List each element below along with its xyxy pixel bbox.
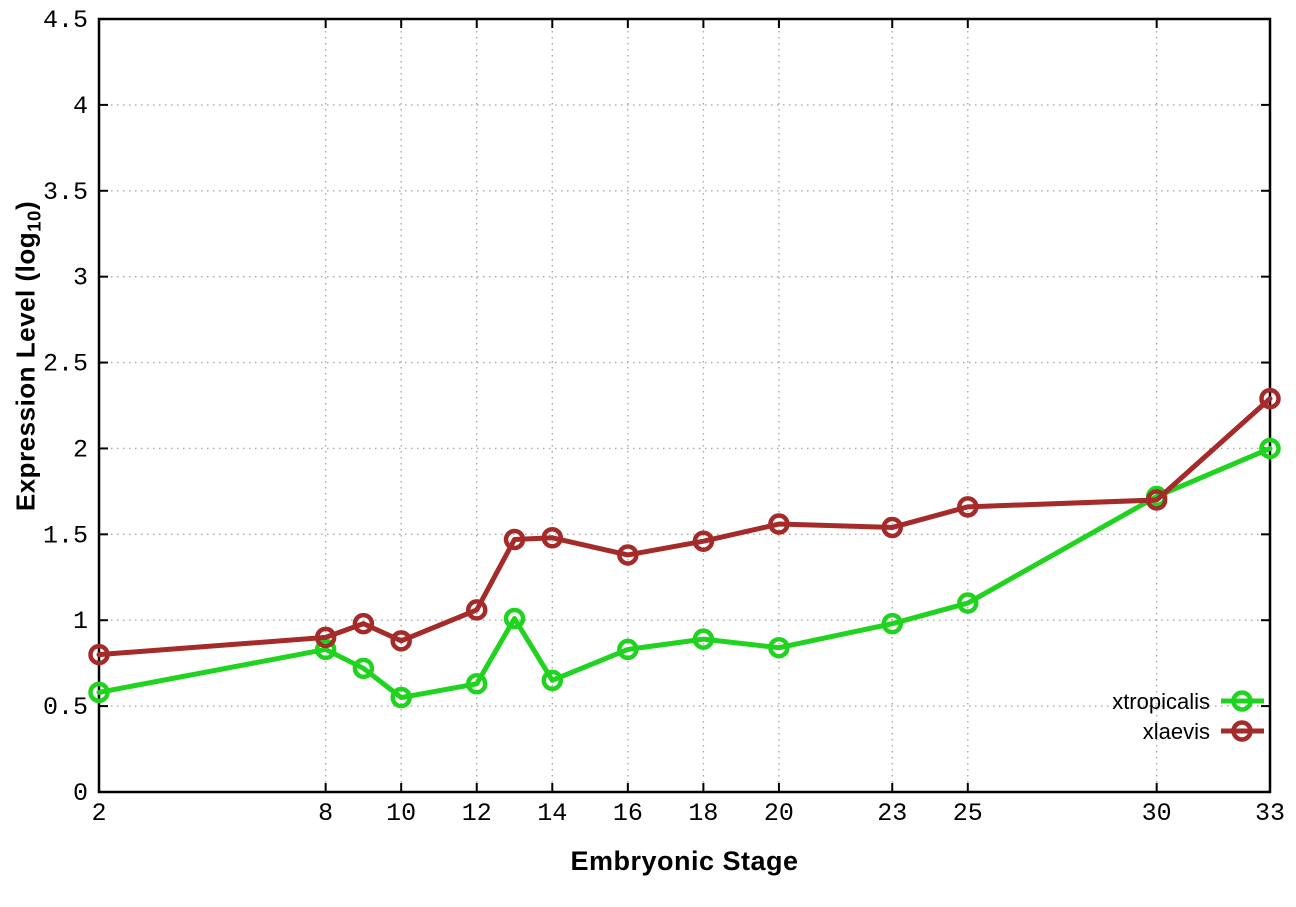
legend-label-xlaevis: xlaevis <box>1143 719 1210 744</box>
legend-sample-marker-xlaevis <box>1231 720 1253 742</box>
y-tick-label: 1 <box>73 607 88 636</box>
marker-xtropicalis <box>957 592 979 614</box>
y-axis-title-suffix: ) <box>10 200 41 211</box>
marker-xtropicalis <box>88 681 110 704</box>
x-tick-label: 33 <box>1255 799 1285 828</box>
y-tick-label: 3 <box>73 264 88 293</box>
marker-xlaevis <box>692 530 715 552</box>
plot-border <box>97 17 1272 794</box>
y-tick-label: 2 <box>73 435 88 464</box>
x-tick-label: 25 <box>953 799 983 828</box>
y-tick-label: 4 <box>73 92 88 121</box>
y-tick-label: 1.5 <box>43 521 88 550</box>
y-axis-title-subscript: 10 <box>23 210 45 232</box>
x-tick-label: 30 <box>1142 799 1172 828</box>
marker-xlaevis <box>314 626 337 649</box>
marker-xlaevis <box>617 544 639 566</box>
x-tick-label: 10 <box>386 799 416 828</box>
marker-xtropicalis <box>314 638 337 661</box>
marker-xlaevis <box>390 630 412 652</box>
marker-xtropicalis <box>352 657 375 680</box>
marker-xtropicalis <box>541 669 564 692</box>
marker-xlaevis <box>503 528 526 551</box>
marker-xtropicalis <box>692 628 715 650</box>
x-axis-title: Embryonic Stage <box>570 846 799 876</box>
x-tick-label: 2 <box>91 799 106 828</box>
y-tick-label: 3.5 <box>43 178 88 207</box>
marker-xlaevis <box>465 599 488 621</box>
series-line-xlaevis <box>96 396 1273 658</box>
y-tick-label: 2.5 <box>43 350 88 379</box>
marker-xtropicalis <box>465 673 488 695</box>
marker-xtropicalis <box>390 686 412 709</box>
x-tick-label: 14 <box>537 799 567 828</box>
marker-xlaevis <box>1145 489 1168 511</box>
marker-xlaevis <box>881 516 904 539</box>
x-tick-label: 16 <box>613 799 643 828</box>
marker-xtropicalis <box>881 612 904 635</box>
y-axis-title-text: Expression Level (log10) <box>10 201 45 511</box>
y-axis-title-prefix: Expression Level (log <box>10 231 41 512</box>
marker-xlaevis <box>541 527 564 549</box>
legend-label-xtropicalis: xtropicalis <box>1112 689 1210 714</box>
marker-xlaevis <box>957 496 979 518</box>
x-tick-label: 12 <box>462 799 492 828</box>
x-tick-label: 18 <box>688 799 718 828</box>
y-tick-label: 0 <box>73 779 88 808</box>
x-tick-label: 8 <box>318 799 333 828</box>
marker-xlaevis <box>1259 387 1281 410</box>
x-tick-label: 20 <box>764 799 794 828</box>
marker-xlaevis <box>88 643 110 666</box>
y-tick-label: 4.5 <box>43 6 88 35</box>
series-line-xtropicalis <box>96 445 1273 701</box>
legend-sample-marker-xtropicalis <box>1231 690 1253 712</box>
marker-xtropicalis <box>503 607 526 630</box>
marker-xlaevis <box>352 612 375 635</box>
marker-xtropicalis <box>1259 437 1281 460</box>
marker-xlaevis <box>768 513 790 535</box>
marker-xtropicalis <box>768 636 790 659</box>
marker-xtropicalis <box>617 638 639 661</box>
y-tick-label: 0.5 <box>43 693 88 722</box>
x-tick-label: 23 <box>877 799 907 828</box>
